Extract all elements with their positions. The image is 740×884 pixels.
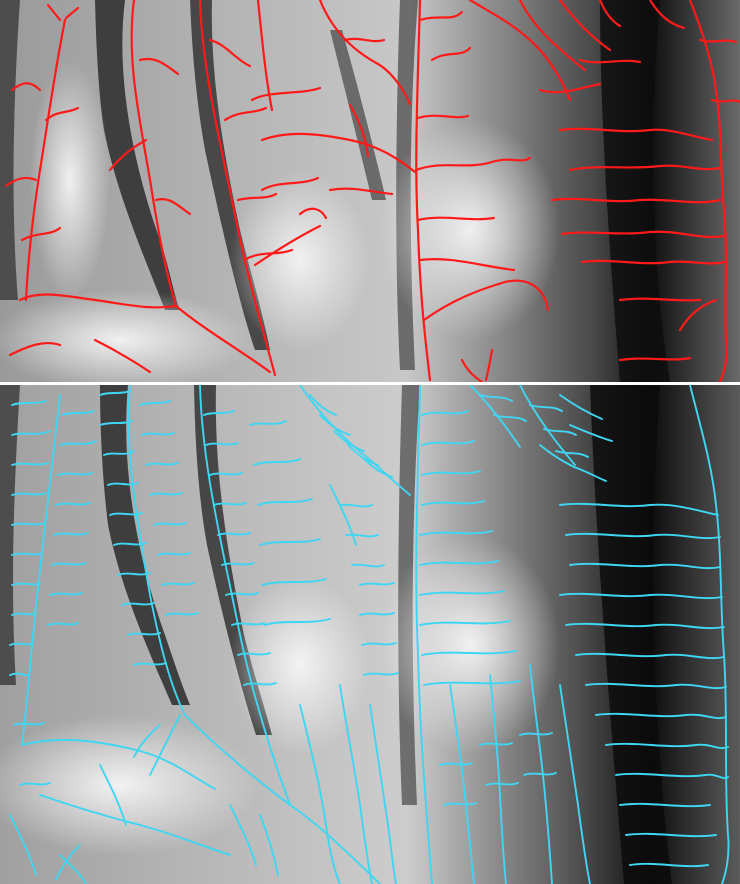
cyan-drainage-network bbox=[9, 385, 730, 884]
bottom-hillshade-map bbox=[0, 385, 740, 884]
bottom-map-panel bbox=[0, 385, 740, 884]
panel-divider bbox=[0, 382, 740, 385]
red-drainage-network bbox=[4, 0, 740, 382]
top-hillshade-map bbox=[0, 0, 740, 382]
top-map-panel bbox=[0, 0, 740, 382]
